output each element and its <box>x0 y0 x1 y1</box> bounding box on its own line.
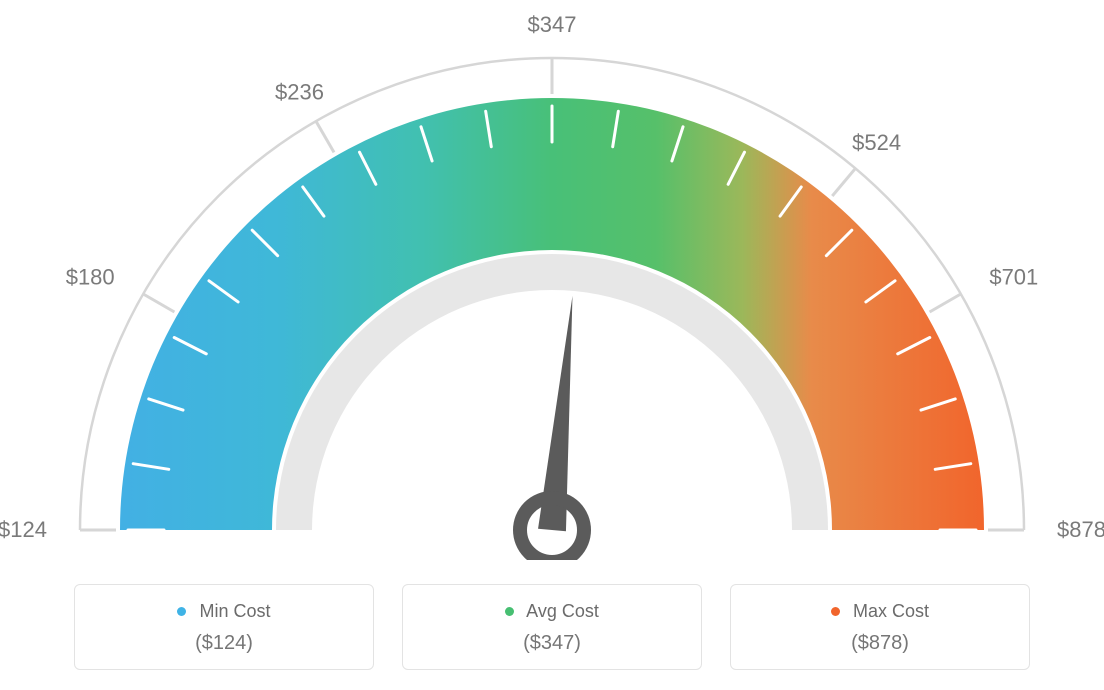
legend-value-avg: ($347) <box>413 632 691 655</box>
gauge-svg: $124 $180 $236 $347 $524 $701 $878 <box>0 0 1104 560</box>
legend-dot-min <box>177 607 186 616</box>
legend-title-avg: Avg Cost <box>413 601 691 622</box>
svg-text:$878: $878 <box>1057 517 1104 542</box>
svg-text:$180: $180 <box>66 265 115 290</box>
svg-text:$347: $347 <box>528 12 577 37</box>
legend-card-avg: Avg Cost ($347) <box>402 584 702 670</box>
legend-row: Min Cost ($124) Avg Cost ($347) Max Cost… <box>0 584 1104 670</box>
legend-title-min: Min Cost <box>85 601 363 622</box>
legend-card-max: Max Cost ($878) <box>730 584 1030 670</box>
svg-text:$701: $701 <box>989 265 1038 290</box>
legend-dot-avg <box>505 607 514 616</box>
legend-label-max: Max Cost <box>853 601 929 621</box>
legend-dot-max <box>831 607 840 616</box>
svg-text:$524: $524 <box>852 130 901 155</box>
legend-value-min: ($124) <box>85 632 363 655</box>
legend-label-avg: Avg Cost <box>526 601 599 621</box>
legend-title-max: Max Cost <box>741 601 1019 622</box>
cost-gauge-chart: $124 $180 $236 $347 $524 $701 $878 Min Cost ($… <box>0 0 1104 690</box>
legend-label-min: Min Cost <box>200 601 271 621</box>
gauge-area: $124 $180 $236 $347 $524 $701 $878 <box>0 0 1104 560</box>
legend-value-max: ($878) <box>741 632 1019 655</box>
legend-card-min: Min Cost ($124) <box>74 584 374 670</box>
svg-text:$236: $236 <box>275 80 324 105</box>
svg-text:$124: $124 <box>0 517 47 542</box>
